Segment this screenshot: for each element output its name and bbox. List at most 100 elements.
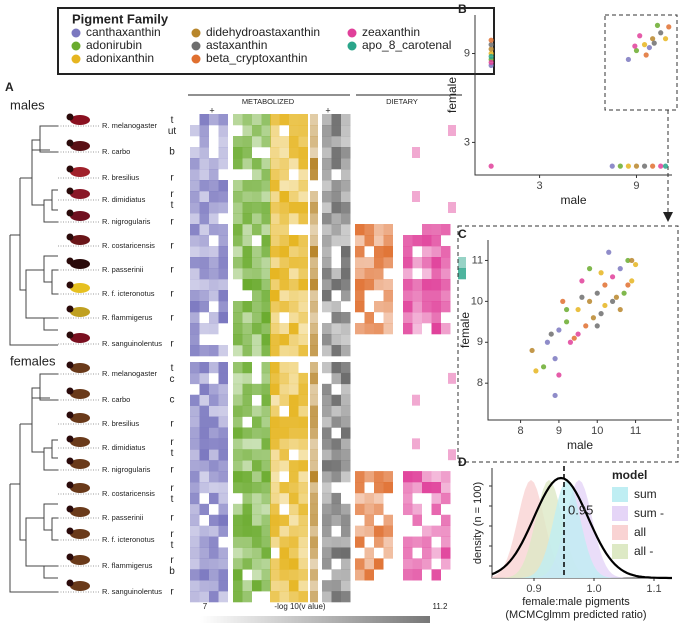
heatmap-cell <box>242 224 252 236</box>
species-name: R. flammigerus <box>102 561 153 570</box>
heatmap-cell <box>270 591 280 603</box>
heatmap-cell <box>190 279 200 291</box>
heatmap-cell <box>331 460 341 472</box>
point <box>637 33 643 39</box>
heatmap-cell <box>298 345 308 357</box>
heatmap-cell <box>364 224 374 236</box>
heatmap-cell <box>261 503 271 516</box>
heatmap-cell <box>331 438 341 450</box>
heatmap-cell <box>310 268 318 280</box>
y-tick-label: 9 <box>464 47 470 59</box>
heatmap-cell <box>218 362 228 374</box>
point <box>609 163 615 169</box>
point <box>556 372 562 378</box>
heatmap-cell <box>279 558 289 570</box>
heatmap-cell <box>441 536 451 548</box>
heatmap-cell <box>270 460 280 472</box>
heatmap-cell <box>190 334 200 346</box>
point <box>646 44 652 51</box>
legend-swatch <box>612 544 628 559</box>
heatmap-cell <box>199 158 209 170</box>
heatmap-cell <box>261 394 271 406</box>
heatmap-cell <box>289 394 299 406</box>
heatmap-cell <box>298 547 308 559</box>
heatmap-cell <box>218 471 228 483</box>
heatmap-cell <box>364 257 374 269</box>
point <box>617 266 623 272</box>
heatmap-cell <box>298 405 308 417</box>
heatmap-cell <box>310 558 318 570</box>
point <box>552 356 558 362</box>
heatmap-cell <box>270 427 280 439</box>
heatmap-cell <box>322 334 332 346</box>
heatmap-cell <box>218 372 228 385</box>
heatmap-cell <box>279 460 289 472</box>
legend-label: beta_cryptoxanthin <box>206 51 307 65</box>
heatmap-cell <box>341 136 351 148</box>
legend-label: sum <box>634 487 657 501</box>
heatmap-cell <box>233 427 243 439</box>
heatmap-cell <box>190 323 200 335</box>
bird-head <box>66 165 74 173</box>
heatmap-cell <box>341 213 351 225</box>
heatmap-cell <box>218 125 228 137</box>
heatmap-cell <box>289 580 299 592</box>
phylogeny <box>9 125 58 593</box>
heatmap-cell <box>190 362 200 374</box>
heatmap-cell <box>383 536 393 548</box>
scale-bar <box>200 616 430 623</box>
panel-label: D <box>458 455 467 469</box>
heatmap-cell <box>298 136 308 148</box>
heatmap-cell <box>298 147 308 159</box>
heatmap-cell <box>199 558 209 570</box>
heatmap-cell <box>270 301 280 313</box>
tissue-code: b <box>169 566 175 577</box>
heatmap-cell <box>270 246 280 258</box>
heatmap-cell <box>310 427 318 439</box>
heatmap-cell <box>242 136 252 148</box>
heatmap-cell <box>310 525 318 537</box>
heatmap-cell <box>218 449 228 461</box>
bird-icon <box>70 259 90 269</box>
heatmap-cell <box>279 492 289 505</box>
heatmap-cell <box>190 372 200 385</box>
heatmap-cell <box>298 169 308 181</box>
panel-label: C <box>458 227 467 241</box>
legend-swatch <box>191 41 201 51</box>
heatmap-cell <box>279 569 289 581</box>
heatmap-cell <box>242 312 252 324</box>
heatmap-cell <box>233 525 243 537</box>
heatmap-cell <box>252 257 262 269</box>
heatmap-cell <box>218 591 228 603</box>
heatmap-cell <box>270 290 280 302</box>
heatmap-cell <box>261 383 271 396</box>
heatmap-cell <box>252 125 262 137</box>
heatmap-cell <box>279 591 289 603</box>
heatmap-cell <box>209 416 219 428</box>
heatmap-cell <box>209 362 219 374</box>
heatmap-cell <box>331 416 341 428</box>
heatmap-cell <box>322 394 332 406</box>
heatmap-cell <box>341 125 351 137</box>
heatmap-cell <box>322 279 332 291</box>
heatmap-cell <box>412 301 422 313</box>
heatmap-cell <box>218 525 228 537</box>
point <box>654 22 661 28</box>
heatmap-cell <box>270 147 280 159</box>
heatmap-cell <box>242 405 252 417</box>
arrow-head <box>663 212 673 222</box>
bird-icon <box>70 167 90 177</box>
heatmap-cell <box>383 514 393 526</box>
y-axis-title: female <box>445 77 459 113</box>
heatmap-cell <box>310 362 318 374</box>
point <box>488 46 494 52</box>
heatmap-cell <box>341 147 351 159</box>
tissue-code: b <box>169 147 175 158</box>
heatmap-cell <box>331 158 341 170</box>
heatmap-cell <box>218 235 228 247</box>
heatmap-cell <box>441 471 451 483</box>
heatmap-cell <box>261 416 271 428</box>
bird-icon <box>70 389 90 399</box>
heatmap-cell <box>441 547 451 559</box>
heatmap-cell <box>341 202 351 214</box>
